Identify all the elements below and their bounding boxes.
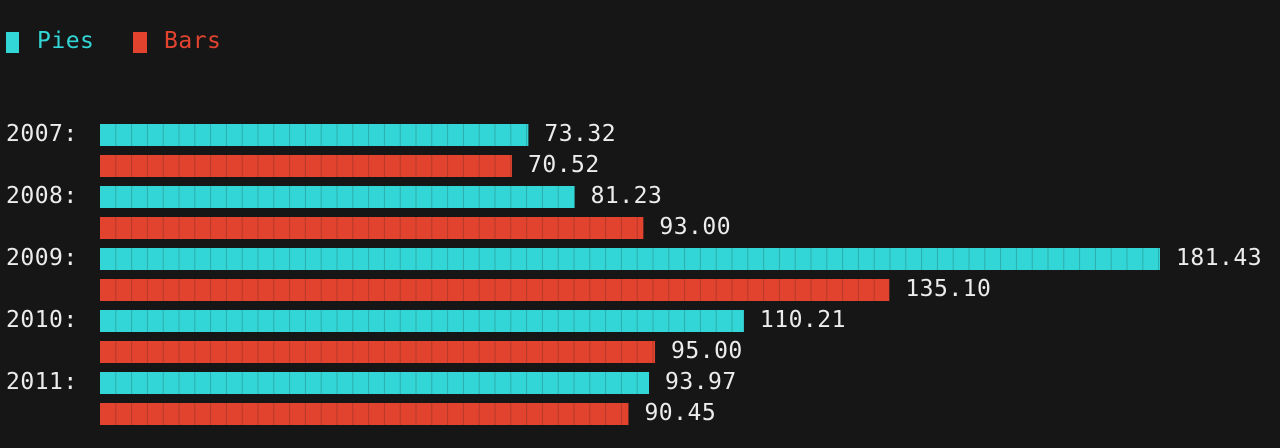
bar-bars[interactable] [100, 341, 656, 363]
bar-cell-dividers [115, 155, 512, 177]
value-label-pies: 110.21 [760, 307, 846, 333]
value-label-bars: 70.52 [528, 152, 600, 178]
bar-group-bars: 90.45 [100, 400, 716, 426]
bar-group-bars: 95.00 [100, 338, 743, 364]
year-label: 2008: [6, 183, 78, 209]
bar-cell-dividers [115, 341, 654, 363]
bar-group-pies: 181.43 [100, 245, 1262, 271]
year-label: 2007: [6, 121, 78, 147]
legend-swatch-bars [133, 32, 147, 53]
value-label-bars: 93.00 [659, 214, 731, 240]
value-label-pies: 93.97 [665, 369, 737, 395]
legend-item-pies[interactable]: Pies [6, 28, 94, 54]
bar-group-pies: 81.23 [100, 183, 662, 209]
bar-group-pies: 73.32 [100, 121, 616, 147]
legend-label-pies: Pies [37, 28, 94, 54]
value-label-pies: 73.32 [544, 121, 616, 147]
bar-cell-dividers [115, 403, 622, 425]
bar-cell-dividers [115, 279, 875, 301]
bar-group-bars: 135.10 [100, 276, 991, 302]
bar-group-bars: 70.52 [100, 152, 600, 178]
bar-cell-dividers [115, 124, 528, 146]
bar-bars[interactable] [100, 217, 644, 239]
value-label-bars: 90.45 [644, 400, 716, 426]
bar-group-pies: 110.21 [100, 307, 846, 333]
bar-pies[interactable] [100, 248, 1160, 270]
value-label-pies: 181.43 [1176, 245, 1262, 271]
bar-group-bars: 93.00 [100, 214, 731, 240]
legend-item-bars[interactable]: Bars [133, 28, 221, 54]
value-label-pies: 81.23 [591, 183, 663, 209]
bar-pies[interactable] [100, 310, 744, 332]
bar-pies[interactable] [100, 186, 575, 208]
plot-area: 2007: 73.32 70.52 2008: 81.23 93.00 2009: 181.4… [6, 121, 1262, 426]
legend-swatch-pies [6, 32, 19, 53]
bar-cell-dividers [115, 372, 638, 394]
bar-pies[interactable] [100, 372, 650, 394]
bar-cell-dividers [115, 217, 638, 239]
bar-group-pies: 93.97 [100, 369, 737, 395]
year-label: 2009: [6, 245, 78, 271]
bar-pies[interactable] [100, 124, 529, 146]
value-label-bars: 95.00 [671, 338, 743, 364]
year-label: 2010: [6, 307, 78, 333]
bar-bars[interactable] [100, 279, 890, 301]
bar-cell-dividers [115, 248, 1160, 270]
value-label-bars: 135.10 [905, 276, 991, 302]
legend: Pies Bars [6, 28, 221, 54]
bar-bars[interactable] [100, 403, 629, 425]
bar-bars[interactable] [100, 155, 513, 177]
legend-label-bars: Bars [164, 28, 221, 54]
bar-cell-dividers [115, 186, 559, 208]
bar-cell-dividers [115, 310, 733, 332]
year-label: 2011: [6, 369, 78, 395]
